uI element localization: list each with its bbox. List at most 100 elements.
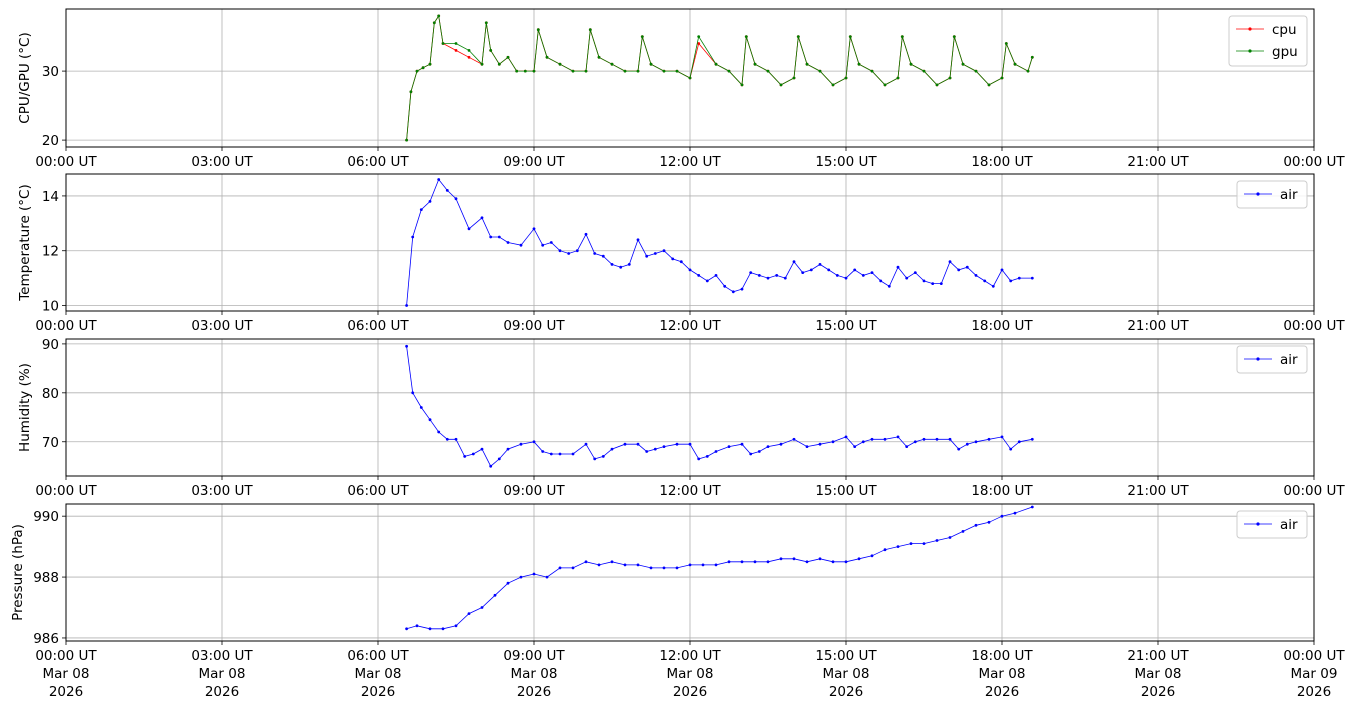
data-point-air bbox=[575, 249, 579, 253]
data-point-air bbox=[653, 447, 657, 451]
legend-box bbox=[1236, 345, 1308, 374]
data-point-air bbox=[974, 440, 978, 444]
data-point-air bbox=[883, 437, 887, 441]
y-axis-label: Temperature (°C) bbox=[17, 184, 33, 302]
data-point-air bbox=[714, 450, 718, 453]
data-point-air bbox=[558, 452, 562, 456]
data-point-air bbox=[818, 557, 822, 561]
data-point-air bbox=[879, 279, 883, 283]
data-point-air bbox=[870, 554, 874, 558]
data-point-air bbox=[506, 241, 510, 244]
data-point-gpu bbox=[1013, 62, 1017, 66]
y-tick-label: 90 bbox=[42, 337, 59, 353]
data-point-air bbox=[653, 252, 657, 255]
data-point-air bbox=[701, 563, 705, 567]
data-point-gpu bbox=[805, 62, 809, 66]
data-point-air bbox=[405, 304, 408, 307]
data-point-air bbox=[445, 437, 449, 441]
data-point-gpu bbox=[409, 90, 413, 94]
data-point-air bbox=[467, 612, 471, 615]
x-tick-label: 06:00 UT bbox=[347, 648, 409, 664]
data-point-air bbox=[896, 265, 900, 269]
data-point-air bbox=[437, 430, 441, 434]
x-tick-label: 00:00 UT bbox=[1283, 154, 1345, 170]
data-point-air bbox=[1013, 511, 1017, 515]
x-tick-label: 00:00 UT bbox=[1283, 318, 1345, 334]
data-point-air bbox=[792, 557, 796, 561]
legend-label-air: air bbox=[1280, 517, 1298, 533]
x-tick-label: 00:00 UT bbox=[35, 318, 97, 334]
series-line-gpu bbox=[406, 14, 1033, 141]
legend: air bbox=[1236, 345, 1308, 374]
data-point-air bbox=[519, 575, 523, 579]
data-point-air bbox=[428, 200, 432, 203]
data-point-air bbox=[1000, 268, 1004, 272]
data-point-gpu bbox=[428, 62, 432, 66]
data-point-air bbox=[913, 440, 917, 444]
data-point-air bbox=[610, 560, 614, 564]
data-point-cpu bbox=[697, 42, 701, 45]
data-point-gpu bbox=[480, 62, 484, 66]
data-point-air bbox=[749, 271, 753, 274]
data-point-gpu bbox=[935, 83, 939, 87]
data-point-gpu bbox=[792, 76, 796, 80]
data-point-gpu bbox=[818, 69, 822, 73]
data-point-air bbox=[636, 563, 640, 567]
x-tick-label: 15:00 UT bbox=[815, 154, 877, 170]
x-tick-date: Mar 08 bbox=[199, 666, 246, 682]
data-point-air bbox=[454, 197, 458, 201]
data-point-gpu bbox=[740, 83, 744, 87]
data-point-gpu bbox=[523, 69, 527, 73]
data-point-air bbox=[1030, 276, 1034, 280]
x-tick-label: 18:00 UT bbox=[971, 318, 1033, 334]
data-point-gpu bbox=[415, 69, 419, 73]
data-point-air bbox=[428, 627, 432, 631]
x-tick-date: Mar 08 bbox=[667, 666, 714, 682]
x-tick-year: 2026 bbox=[985, 684, 1019, 700]
data-point-air bbox=[545, 575, 549, 579]
data-point-gpu bbox=[697, 35, 701, 38]
y-tick-label: 10 bbox=[42, 299, 59, 315]
data-point-air bbox=[558, 249, 562, 253]
data-point-air bbox=[705, 279, 709, 283]
x-tick-label: 21:00 UT bbox=[1127, 318, 1189, 334]
x-tick-label: 09:00 UT bbox=[503, 648, 565, 664]
data-point-air bbox=[675, 566, 679, 570]
data-point-air bbox=[549, 452, 553, 456]
data-point-air bbox=[792, 260, 796, 264]
data-point-gpu bbox=[753, 62, 757, 66]
data-point-air bbox=[749, 452, 753, 456]
data-point-gpu bbox=[432, 21, 436, 25]
x-tick-date: Mar 08 bbox=[1135, 666, 1182, 682]
data-point-gpu bbox=[497, 62, 501, 66]
data-point-gpu bbox=[779, 83, 783, 87]
legend-box bbox=[1236, 180, 1308, 209]
data-point-air bbox=[571, 452, 575, 456]
y-tick-label: 14 bbox=[42, 189, 59, 205]
data-point-air bbox=[1009, 279, 1013, 283]
data-point-air bbox=[506, 447, 510, 451]
legend-marker-air bbox=[1256, 192, 1260, 196]
data-point-gpu bbox=[662, 69, 666, 73]
data-point-air bbox=[948, 437, 952, 441]
data-point-air bbox=[411, 235, 415, 239]
y-tick-label: 30 bbox=[42, 64, 59, 80]
data-point-air bbox=[610, 447, 614, 451]
data-point-air bbox=[1000, 514, 1004, 518]
data-point-air bbox=[935, 437, 939, 441]
x-tick-label: 00:00 UT bbox=[35, 483, 97, 499]
legend: air bbox=[1236, 510, 1308, 539]
data-point-air bbox=[740, 287, 744, 291]
x-tick-date: Mar 08 bbox=[979, 666, 1026, 682]
data-point-cpu bbox=[467, 55, 471, 59]
y-tick-label: 80 bbox=[42, 386, 59, 402]
data-point-air bbox=[922, 542, 926, 545]
data-point-air bbox=[948, 260, 952, 264]
data-point-gpu bbox=[848, 35, 852, 38]
data-point-air bbox=[731, 290, 735, 294]
data-point-air bbox=[571, 566, 575, 570]
data-point-air bbox=[727, 445, 731, 448]
data-point-air bbox=[597, 563, 601, 567]
data-point-air bbox=[1030, 505, 1034, 509]
data-point-air bbox=[861, 274, 865, 277]
